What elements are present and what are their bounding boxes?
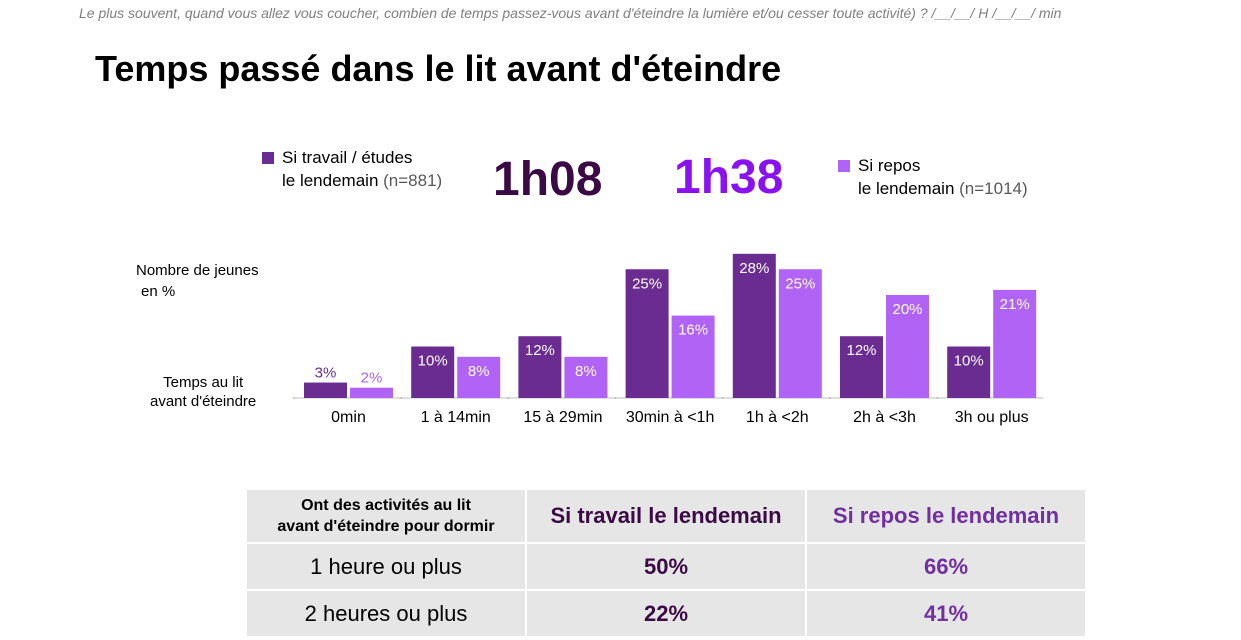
data-label: 16% (678, 322, 708, 339)
table-row: 1 heure ou plus 50% 66% (247, 544, 1087, 591)
bar-work (840, 336, 883, 398)
bar-chart: 3% 2% 0min 10% 8% 1 à 14min 12% 8% 15 à 29min 25%… (293, 253, 1044, 426)
axis-tick (722, 397, 724, 399)
legend-work: Si travail / études le lendemain (n=881) (282, 146, 442, 192)
bar-work (625, 269, 669, 398)
table-cell-rest: 41% (807, 591, 1087, 638)
bar-rest (886, 295, 929, 398)
bar-rest (457, 356, 501, 398)
data-label: 25% (632, 275, 662, 292)
table-cell-rest: 66% (807, 544, 1087, 591)
x-axis-label: Temps au lit avant d'éteindre (150, 373, 256, 411)
x-tick-label: 30min à <1h (626, 409, 715, 426)
axis-tick (829, 397, 831, 399)
table-header-row: Ont des activités au lit avant d'éteindr… (247, 490, 1087, 544)
x-tick-label: 0min (331, 409, 366, 426)
axis-tick (400, 397, 403, 399)
bar-rest (993, 289, 1037, 398)
table-cell-work: 50% (527, 544, 807, 591)
legend-rest: Si repos le lendemain (n=1014) (858, 154, 1028, 200)
bar-work (518, 336, 562, 398)
bar-work (947, 346, 991, 398)
data-label: 10% (418, 353, 448, 370)
x-tick-label: 1h à <2h (746, 409, 809, 426)
bar-rest (778, 269, 822, 398)
data-label: 12% (525, 342, 555, 359)
bar-rest (564, 356, 608, 398)
axis-tick (293, 397, 295, 399)
legend-work-line2: le lendemain (282, 171, 379, 190)
data-label: 21% (1000, 296, 1030, 313)
x-axis-label-line2: avant d'éteindre (150, 393, 257, 410)
question-text: Le plus souvent, quand vous allez vous c… (79, 5, 1062, 21)
bar-work (304, 382, 347, 398)
axis-tick (507, 397, 510, 399)
data-label: 8% (468, 363, 490, 380)
x-tick-label: 3h ou plus (955, 409, 1029, 426)
x-axis-label-line1: Temps au lit (163, 374, 244, 391)
data-label: 8% (575, 363, 597, 380)
bar-work (411, 346, 455, 398)
table-row-label: 2 heures ou plus (247, 591, 527, 638)
average-work: 1h08 (493, 153, 603, 206)
table-row-label: 1 heure ou plus (247, 544, 527, 591)
x-tick-label: 1 à 14min (421, 409, 491, 426)
data-label: 12% (846, 342, 876, 359)
axis-tick (614, 397, 617, 399)
x-tick-label: 15 à 29min (523, 409, 602, 426)
bar-rest (671, 315, 715, 398)
legend-rest-line2: le lendemain (858, 179, 955, 198)
data-label: 25% (785, 275, 815, 292)
table-header-activities: Ont des activités au lit avant d'éteindr… (247, 490, 527, 544)
legend-swatch-rest (838, 160, 850, 172)
x-tick-label: 2h à <3h (853, 409, 916, 426)
average-rest: 1h38 (674, 151, 784, 204)
axis-tick (936, 397, 938, 399)
bar-work (732, 253, 776, 398)
data-label: 2% (361, 370, 383, 387)
legend-work-n: (n=881) (383, 171, 443, 190)
data-label: 3% (315, 365, 337, 382)
legend-work-line1: Si travail / études (282, 148, 413, 167)
data-label: 28% (739, 260, 769, 277)
legend-swatch-work (262, 152, 274, 164)
table-cell-work: 22% (527, 591, 807, 638)
y-axis-label: Nombre de jeunes en % (136, 260, 259, 302)
table-header-work: Si travail le lendemain (527, 490, 807, 544)
table-row: 2 heures ou plus 22% 41% (247, 591, 1087, 638)
data-label: 20% (892, 301, 922, 318)
y-axis-label-line2: en % (141, 283, 176, 300)
legend-rest-n: (n=1014) (959, 179, 1028, 198)
legend-rest-line1: Si repos (858, 156, 921, 175)
y-axis-label-line1: Nombre de jeunes (136, 262, 259, 279)
activities-table: Ont des activités au lit avant d'éteindr… (247, 490, 1087, 638)
bar-rest (350, 387, 393, 398)
page-title: Temps passé dans le lit avant d'éteindre (95, 48, 782, 89)
data-label: 10% (954, 353, 984, 370)
table-header-rest: Si repos le lendemain (807, 490, 1087, 544)
